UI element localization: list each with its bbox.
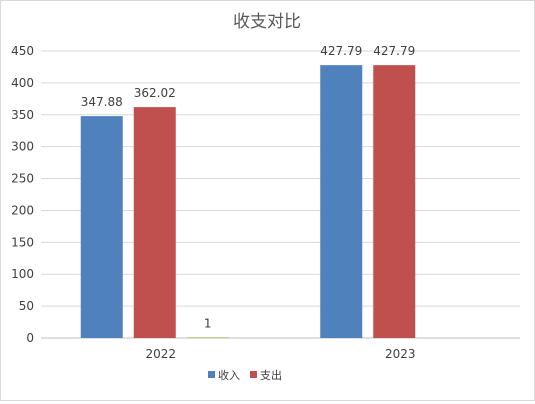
y-axis-ticks: 0 50 100 150 200 250 300 350 400 450 bbox=[11, 44, 34, 345]
data-label: 427.79 bbox=[320, 44, 362, 58]
bar bbox=[186, 337, 229, 339]
legend-swatch bbox=[250, 371, 257, 378]
legend-swatch bbox=[208, 371, 215, 378]
bar bbox=[320, 65, 363, 339]
y-tick-label: 150 bbox=[11, 235, 34, 249]
x-tick-label: 2022 bbox=[145, 347, 176, 361]
data-labels: 347.88 362.02 1 427.79 427.79 bbox=[81, 44, 416, 330]
y-tick-label: 450 bbox=[11, 44, 34, 58]
bar bbox=[373, 65, 416, 339]
bar bbox=[133, 107, 176, 338]
x-tick-label: 2023 bbox=[385, 347, 416, 361]
x-axis-ticks: 2022 2023 bbox=[145, 347, 415, 361]
data-label: 427.79 bbox=[373, 44, 415, 58]
bar bbox=[80, 116, 123, 338]
legend-label: 支出 bbox=[260, 368, 282, 382]
y-tick-label: 0 bbox=[26, 331, 34, 345]
y-tick-label: 50 bbox=[19, 299, 34, 313]
data-label: 1 bbox=[204, 316, 212, 330]
bars bbox=[80, 65, 416, 339]
y-tick-label: 350 bbox=[11, 108, 34, 122]
data-label: 347.88 bbox=[81, 95, 123, 109]
y-tick-label: 200 bbox=[11, 203, 34, 217]
data-label: 362.02 bbox=[134, 86, 176, 100]
chart-title: 收支对比 bbox=[233, 12, 301, 32]
y-tick-label: 300 bbox=[11, 140, 34, 154]
y-tick-label: 100 bbox=[11, 267, 34, 281]
y-tick-label: 400 bbox=[11, 76, 34, 90]
y-tick-label: 250 bbox=[11, 172, 34, 186]
legend: 收入 支出 bbox=[208, 368, 282, 382]
legend-label: 收入 bbox=[218, 368, 240, 382]
